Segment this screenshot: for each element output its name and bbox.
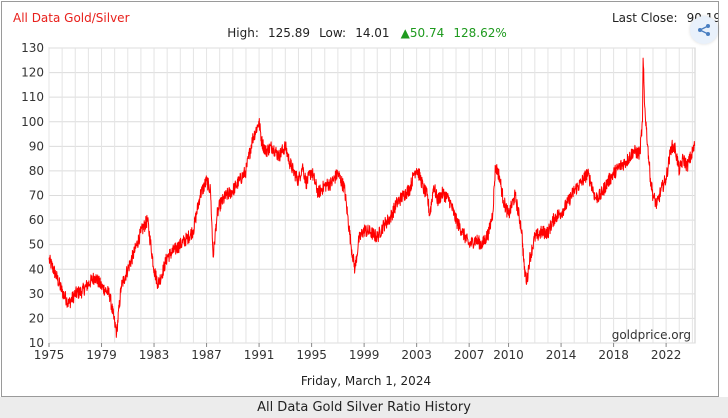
high-label: High: xyxy=(227,26,259,40)
y-tick-label: 50 xyxy=(29,238,44,252)
axis-layer: 10 20 30 40 50 60 70 80 90 100 110 120 130 1975 1979 19… xyxy=(21,41,681,362)
stats-line: High: 125.89 Low: 14.01 ▲50.74 128.62% xyxy=(227,22,506,41)
x-tick-label: 1975 xyxy=(34,348,65,362)
x-tick-label: 1995 xyxy=(296,348,327,362)
y-tick-label: 70 xyxy=(29,189,44,203)
low-label: Low: xyxy=(319,26,346,40)
chart-date: Friday, March 1, 2024 xyxy=(301,374,431,388)
y-tick-label: 90 xyxy=(29,139,44,153)
watermark: goldprice.org xyxy=(612,328,691,342)
x-tick-label: 1999 xyxy=(349,348,380,362)
y-tick-label: 10 xyxy=(29,336,44,350)
y-tick-label: 40 xyxy=(29,262,44,276)
change-value: 50.74 xyxy=(410,26,444,40)
last-close-label: Last Close: xyxy=(612,11,678,25)
y-tick-label: 60 xyxy=(29,213,44,227)
x-tick-label: 1983 xyxy=(139,348,170,362)
y-tick-label: 120 xyxy=(21,66,44,80)
x-tick-label: 1979 xyxy=(86,348,117,362)
chart-caption: All Data Gold Silver Ratio History xyxy=(0,397,728,418)
y-tick-label: 100 xyxy=(21,115,44,129)
y-tick-label: 30 xyxy=(29,287,44,301)
x-tick-label: 2010 xyxy=(493,348,524,362)
series-line xyxy=(48,57,696,338)
x-tick-label: 2022 xyxy=(651,348,682,362)
series-layer xyxy=(48,57,696,338)
x-tick-label: 2014 xyxy=(546,348,577,362)
gold-silver-ratio-chart: 10 20 30 40 50 60 70 80 90 100 110 120 130 1975 1979 19… xyxy=(13,11,718,388)
y-tick-label: 110 xyxy=(21,90,44,104)
share-icon xyxy=(698,24,710,36)
x-tick-label: 2003 xyxy=(401,348,432,362)
change-percent: 128.62% xyxy=(453,26,506,40)
y-tick-label: 130 xyxy=(21,41,44,55)
chart-title: All Data Gold/Silver xyxy=(13,11,130,25)
share-button[interactable] xyxy=(690,16,718,44)
chart-frame: 10 20 30 40 50 60 70 80 90 100 110 120 130 1975 1979 19… xyxy=(1,1,719,397)
y-tick-label: 80 xyxy=(29,164,44,178)
up-triangle-icon: ▲ xyxy=(401,26,411,40)
x-tick-label: 1991 xyxy=(244,348,275,362)
grid-layer xyxy=(48,47,696,344)
x-tick-label: 2007 xyxy=(454,348,485,362)
low-value: 14.01 xyxy=(355,26,389,40)
x-tick-label: 1987 xyxy=(191,348,222,362)
high-value: 125.89 xyxy=(268,26,310,40)
y-tick-label: 20 xyxy=(29,311,44,325)
x-tick-label: 2018 xyxy=(598,348,629,362)
